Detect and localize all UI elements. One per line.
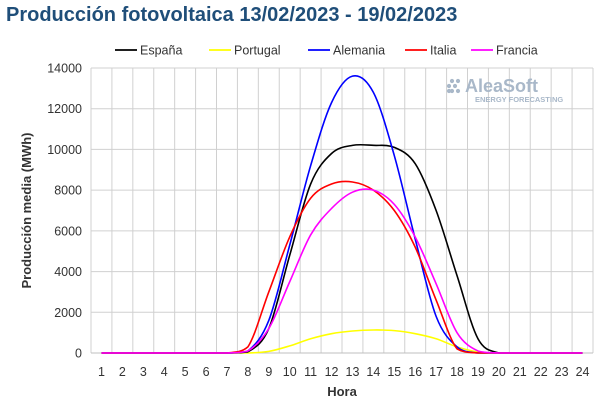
x-tick-label: 16 [408, 365, 422, 379]
x-tick-label: 1 [98, 365, 105, 379]
x-tick-label: 8 [244, 365, 251, 379]
x-tick-label: 4 [161, 365, 168, 379]
y-tick-label: 6000 [54, 224, 82, 238]
logo-dot [449, 78, 455, 84]
legend-item-portugal: Portugal [209, 44, 281, 58]
legend-label: España [140, 44, 182, 58]
x-tick-label: 2 [119, 365, 126, 379]
y-tick-label: 0 [75, 347, 82, 361]
x-axis-label: Hora [327, 384, 357, 399]
series-line-francia [101, 188, 583, 354]
x-tick-label: 10 [283, 365, 297, 379]
x-tick-label: 21 [513, 365, 527, 379]
y-tick-label: 2000 [54, 306, 82, 320]
logo-dot [449, 88, 455, 94]
grid [90, 67, 594, 354]
x-tick-label: 15 [387, 365, 401, 379]
x-tick-label: 22 [534, 365, 548, 379]
y-tick-label: 4000 [54, 265, 82, 279]
y-tick-label: 8000 [54, 184, 82, 198]
x-tick-label: 11 [304, 365, 317, 379]
y-tick-label: 12000 [47, 102, 82, 116]
legend-label: Francia [496, 44, 538, 58]
legend-item-italia: Italia [405, 44, 456, 58]
logo-dot [446, 83, 452, 89]
legend: España Portugal Alemania Italia Francia [115, 44, 538, 58]
x-tick-label: 24 [576, 365, 590, 379]
y-tick-label: 14000 [47, 62, 82, 76]
x-tick-label: 17 [429, 365, 443, 379]
legend-label: Alemania [333, 44, 385, 58]
x-tick-label: 3 [140, 365, 147, 379]
x-tick-label: 14 [366, 365, 380, 379]
chart-title: Producción fotovoltaica 13/02/2023 - 19/… [6, 4, 458, 26]
logo-sub-text: ENERGY FORECASTING [475, 95, 563, 104]
x-tick-label: 5 [182, 365, 189, 379]
logo-dot [455, 88, 461, 94]
logo-dots-icon [446, 78, 461, 94]
x-tick-label: 18 [450, 365, 464, 379]
aleasoft-logo: AleaSoft ENERGY FORECASTING [446, 76, 563, 104]
x-tick-label: 13 [346, 365, 360, 379]
logo-main-text: AleaSoft [465, 76, 538, 96]
y-axis-label: Producción media (MWh) [19, 133, 34, 289]
y-tick-label: 10000 [47, 143, 82, 157]
logo-dot [446, 88, 452, 94]
x-tick-label: 20 [492, 365, 506, 379]
x-tick-label: 7 [223, 365, 230, 379]
x-tick-label: 9 [265, 365, 272, 379]
logo-dot [455, 78, 461, 84]
x-tick-label: 12 [325, 365, 339, 379]
logo-dot [452, 83, 458, 89]
legend-item-espana: España [115, 44, 182, 58]
legend-label: Italia [430, 44, 456, 58]
legend-item-francia: Francia [471, 44, 538, 58]
x-tick-label: 19 [471, 365, 485, 379]
x-tick-label: 23 [555, 365, 569, 379]
legend-label: Portugal [234, 44, 281, 58]
series-lines [101, 75, 583, 354]
legend-item-alemania: Alemania [308, 44, 385, 58]
x-tick-label: 6 [203, 365, 210, 379]
